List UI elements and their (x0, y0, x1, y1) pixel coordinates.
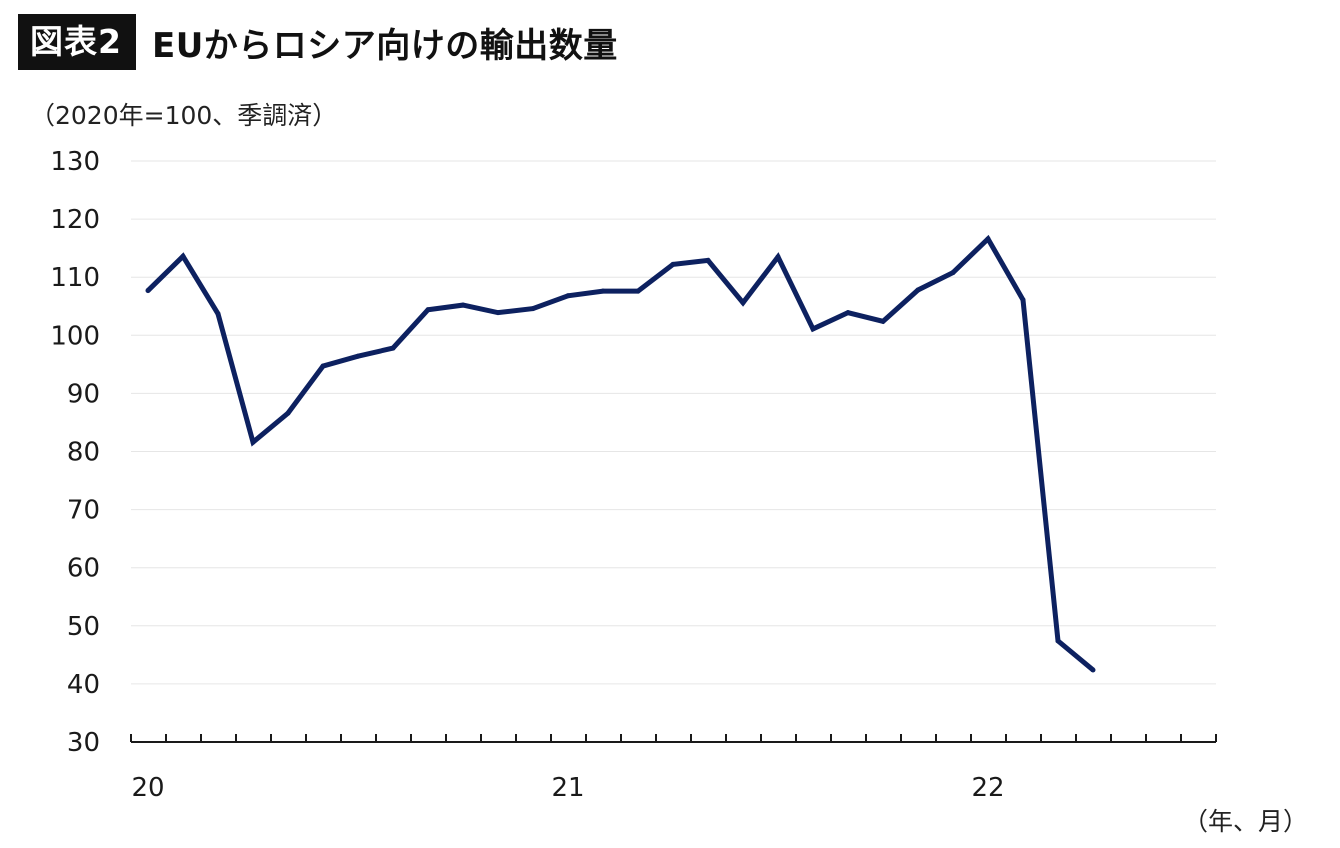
x-axis (130, 734, 1217, 743)
series-layer (145, 234, 1096, 673)
data-point (1055, 638, 1061, 644)
x-tick-label: 20 (131, 773, 164, 803)
y-tick-label: 30 (67, 728, 100, 758)
series-line (146, 234, 1095, 672)
data-point (740, 300, 746, 306)
data-point (705, 257, 711, 263)
data-point (1090, 667, 1096, 673)
y-tick-label: 40 (67, 670, 100, 700)
data-point (145, 288, 151, 294)
data-point (810, 326, 816, 332)
y-tick-label: 70 (67, 496, 100, 526)
y-tick-label: 90 (67, 379, 100, 409)
x-tick-label: 22 (971, 773, 1004, 803)
data-point (390, 345, 396, 351)
data-point (775, 254, 781, 260)
x-axis-tick-labels: 20 21 22 (131, 773, 1004, 803)
x-tick-label: 21 (551, 773, 584, 803)
data-point (600, 288, 606, 294)
data-point (950, 270, 956, 276)
data-point (565, 293, 571, 299)
data-point (670, 261, 676, 267)
data-point (880, 318, 886, 324)
chart-title: EUからロシア向けの輸出数量 (151, 25, 618, 66)
data-point (460, 302, 466, 308)
y-tick-label: 50 (67, 612, 100, 642)
data-point (355, 353, 361, 359)
y-tick-label: 100 (50, 321, 100, 351)
data-point (845, 310, 851, 316)
y-tick-label: 120 (50, 205, 100, 235)
data-point (285, 410, 291, 416)
x-axis-unit-label: （年、月） (1182, 807, 1308, 836)
data-point (215, 311, 221, 317)
data-point (635, 288, 641, 294)
y-tick-label: 80 (67, 438, 100, 468)
data-point (320, 363, 326, 369)
y-axis-unit-label: （2020年=100、季調済） (30, 101, 338, 130)
y-axis-tick-labels: 30 40 50 60 70 80 90 100 110 120 130 (50, 147, 100, 758)
figure-number-badge: 図表2 (18, 14, 136, 70)
y-tick-label: 130 (50, 147, 100, 177)
chart-header: 図表2 EUからロシア向けの輸出数量 (18, 14, 618, 70)
data-point (425, 307, 431, 313)
data-point (495, 310, 501, 316)
data-point (915, 287, 921, 293)
y-tick-label: 60 (67, 554, 100, 584)
data-point (530, 306, 536, 312)
data-point (985, 236, 991, 242)
y-tick-label: 110 (50, 263, 100, 293)
data-point (1020, 297, 1026, 303)
data-point (250, 439, 256, 445)
data-point (180, 253, 186, 259)
gridlines (131, 160, 1216, 685)
